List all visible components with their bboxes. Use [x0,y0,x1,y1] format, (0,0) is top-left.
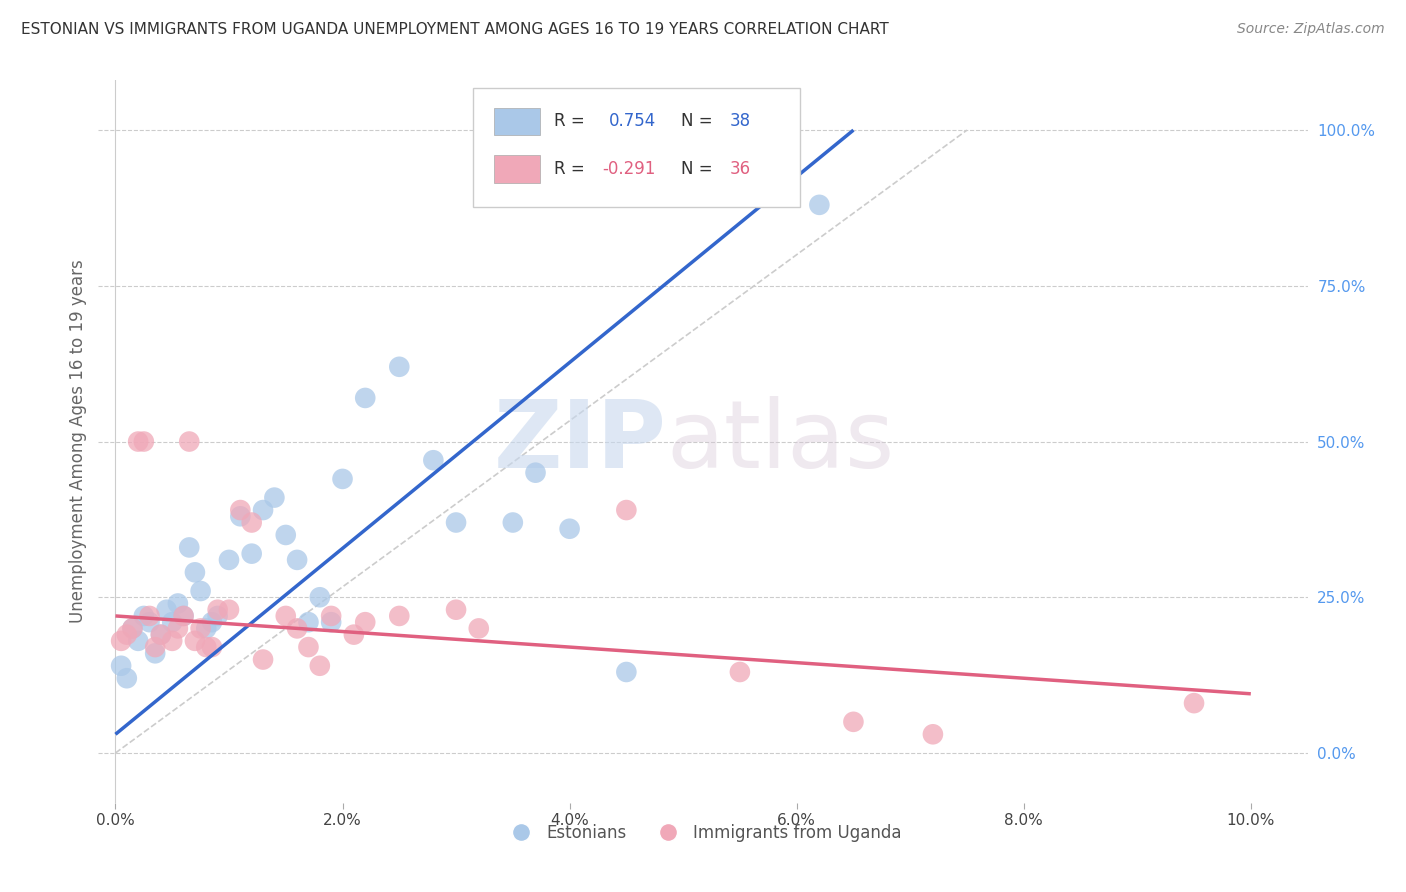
Text: atlas: atlas [666,395,896,488]
Text: Source: ZipAtlas.com: Source: ZipAtlas.com [1237,22,1385,37]
Point [138,609,160,624]
Point [179,541,201,555]
Point [195,621,218,635]
Point [184,566,207,580]
Point [110,633,132,648]
Point [614,665,637,679]
Text: N =: N = [682,112,718,130]
Text: ESTONIAN VS IMMIGRANTS FROM UGANDA UNEMPLOYMENT AMONG AGES 16 TO 19 YEARS CORREL: ESTONIAN VS IMMIGRANTS FROM UGANDA UNEMP… [21,22,889,37]
Point [207,609,229,624]
Point [274,609,297,624]
Text: R =: R = [554,161,591,178]
Point [297,615,319,630]
Point [201,615,224,630]
Point [502,516,524,530]
Point [297,640,319,654]
FancyBboxPatch shape [494,155,540,183]
Point [173,609,195,624]
Point [252,503,274,517]
Point [115,671,138,685]
Point [422,453,444,467]
Point [132,434,155,449]
Text: R =: R = [554,112,591,130]
Point [167,597,190,611]
Point [1182,696,1205,710]
Point [121,621,143,635]
Point [922,727,945,741]
Point [138,615,160,630]
Point [808,198,831,212]
Point [252,652,274,666]
Point [149,627,172,641]
Point [167,621,190,635]
Point [354,615,377,630]
Point [240,547,263,561]
Point [173,609,195,624]
Point [558,522,581,536]
Point [229,509,252,524]
FancyBboxPatch shape [474,87,800,207]
Point [195,640,218,654]
Point [190,621,212,635]
Point [155,603,177,617]
Point [388,359,411,374]
Point [110,658,132,673]
Point [285,621,308,635]
Y-axis label: Unemployment Among Ages 16 to 19 years: Unemployment Among Ages 16 to 19 years [69,260,87,624]
Point [524,466,547,480]
Point [332,472,354,486]
Point [121,621,143,635]
Point [184,633,207,648]
Point [343,627,366,641]
Point [127,434,149,449]
Point [308,591,330,605]
Point [160,615,183,630]
Point [444,516,467,530]
Point [143,646,166,660]
Point [218,603,240,617]
Point [321,609,343,624]
Point [285,553,308,567]
Point [728,665,751,679]
Point [127,633,149,648]
Point [201,640,224,654]
Point [218,553,240,567]
Point [207,603,229,617]
Point [321,615,343,630]
FancyBboxPatch shape [494,108,540,136]
Text: 38: 38 [730,112,751,130]
Point [190,584,212,599]
Point [388,609,411,624]
Point [468,621,491,635]
Point [160,633,183,648]
Point [354,391,377,405]
Point [115,627,138,641]
Text: 36: 36 [730,161,751,178]
Point [240,516,263,530]
Point [274,528,297,542]
Text: 0.754: 0.754 [609,112,657,130]
Text: -0.291: -0.291 [603,161,657,178]
Point [308,658,330,673]
Legend: Estonians, Immigrants from Uganda: Estonians, Immigrants from Uganda [498,817,908,848]
Point [132,609,155,624]
Text: N =: N = [682,161,718,178]
Point [614,503,637,517]
Point [842,714,865,729]
Point [263,491,285,505]
Point [444,603,467,617]
Text: ZIP: ZIP [494,395,666,488]
Point [179,434,201,449]
Point [143,640,166,654]
Point [229,503,252,517]
Point [149,627,172,641]
